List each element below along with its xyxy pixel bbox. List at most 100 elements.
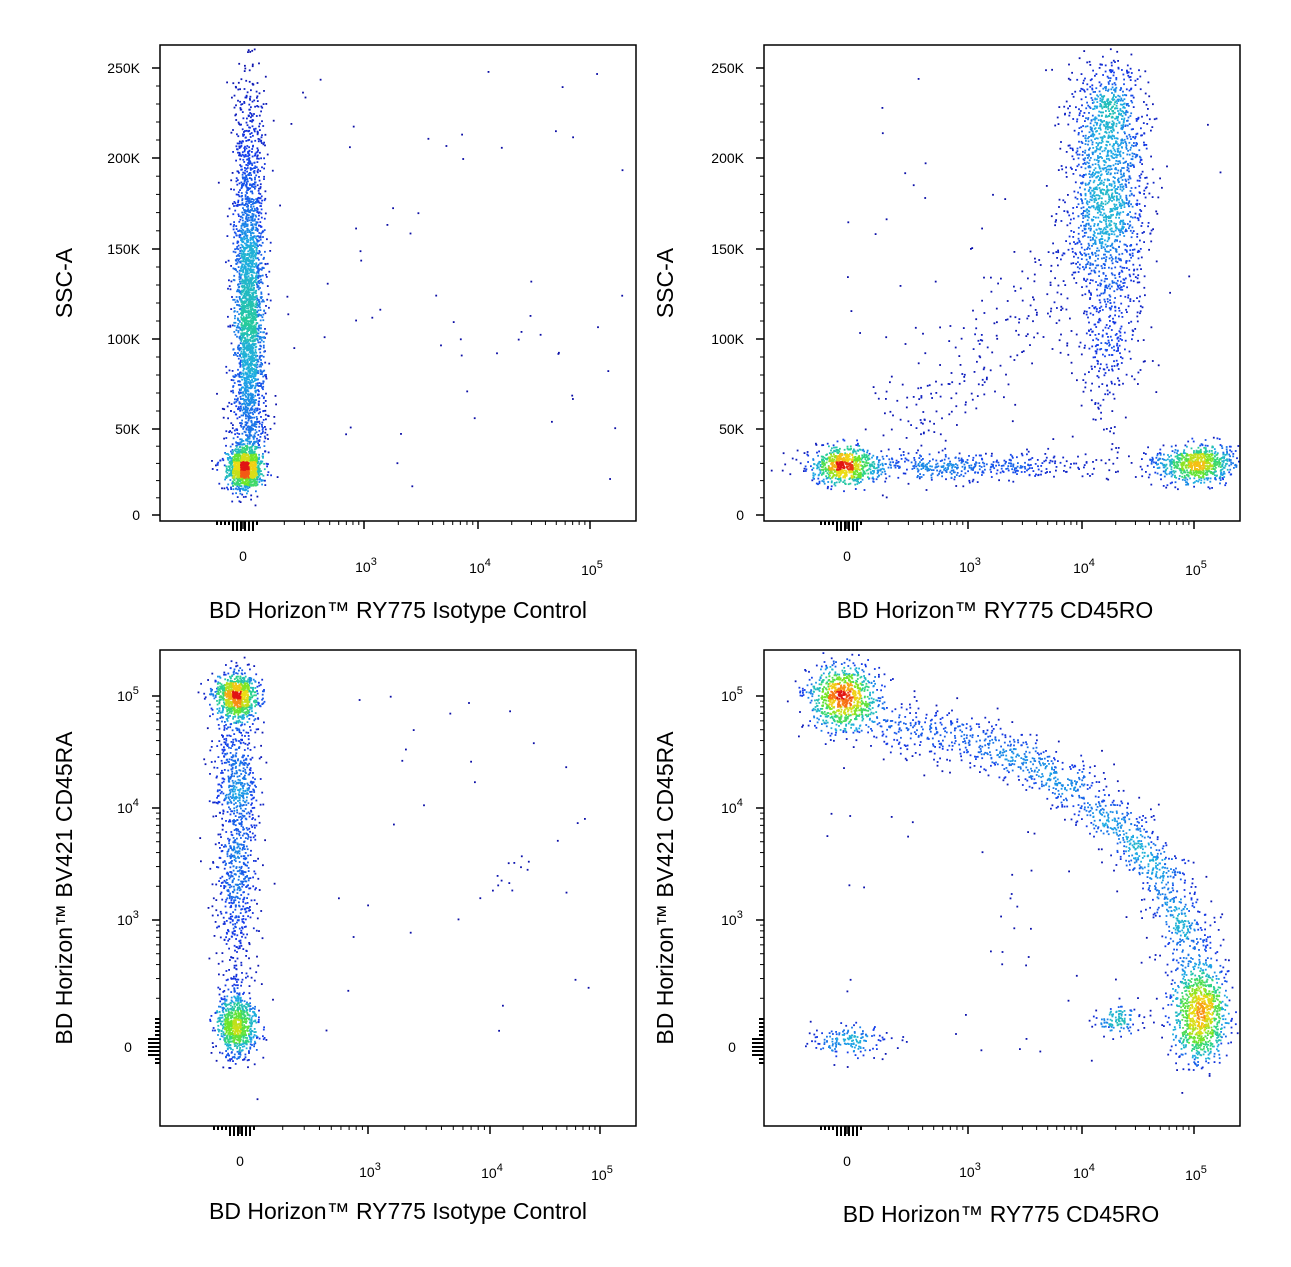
panel-1-event-1100 bbox=[242, 220, 244, 222]
panel-1-event-493 bbox=[234, 433, 236, 435]
panel-1-event-1587 bbox=[242, 394, 244, 396]
panel-2-event-293 bbox=[1058, 285, 1060, 287]
panel-2-event-804 bbox=[1136, 233, 1138, 235]
panel-2-event-807 bbox=[1092, 280, 1094, 282]
panel-2-event-595 bbox=[1130, 321, 1132, 323]
panel-1-event-904 bbox=[262, 267, 264, 269]
panel-2-event-924 bbox=[1121, 312, 1123, 314]
panel-1-event-2121 bbox=[253, 360, 255, 362]
panel-1-event-344 bbox=[257, 171, 259, 173]
panel-1-event-21 bbox=[453, 321, 455, 323]
panel-2-event-497 bbox=[1148, 477, 1150, 479]
panel-2-event-960 bbox=[1133, 195, 1135, 197]
panel-1-event-161 bbox=[259, 115, 261, 117]
panel-1-event-2105 bbox=[256, 359, 258, 361]
panel-2-event-496 bbox=[1145, 471, 1147, 473]
panel-1-event-56 bbox=[379, 309, 381, 311]
panel-2-event-633 bbox=[1141, 222, 1143, 224]
panel-1-event-2906 bbox=[252, 321, 254, 323]
panel-2-event-747 bbox=[1129, 300, 1131, 302]
panel-2-event-155 bbox=[1010, 316, 1012, 318]
panel-1-event-1136 bbox=[258, 366, 260, 368]
panel-1-event-2944 bbox=[263, 463, 265, 465]
panel-1-event-1401 bbox=[241, 225, 243, 227]
panel-1-event-488 bbox=[238, 221, 240, 223]
panel-1-event-3586 bbox=[235, 468, 237, 470]
panel-1-event-1406 bbox=[238, 313, 240, 315]
panel-1-event-621 bbox=[248, 161, 250, 163]
panel-2-event-169 bbox=[933, 431, 935, 433]
panel-1-event-905 bbox=[261, 269, 263, 271]
panel-2-event-105 bbox=[1137, 383, 1139, 385]
panel-1-event-357 bbox=[237, 143, 239, 145]
panel-1-event-826 bbox=[245, 196, 247, 198]
panel-1-event-186 bbox=[227, 326, 229, 328]
panel-1-event-1331 bbox=[255, 227, 257, 229]
panel-2-event-56 bbox=[1083, 50, 1085, 52]
panel-2-event-94 bbox=[975, 318, 977, 320]
panel-1-event-2440 bbox=[252, 295, 254, 297]
panel-1-event-87 bbox=[223, 417, 225, 419]
panel-2-event-219 bbox=[797, 450, 799, 452]
panel-1-event-287 bbox=[253, 113, 255, 115]
panel-1-event-822 bbox=[241, 195, 243, 197]
panel-1-event-616 bbox=[251, 163, 253, 165]
panel-1-event-823 bbox=[245, 194, 247, 196]
panel-1-event-1471 bbox=[235, 322, 237, 324]
panel-1-event-1645 bbox=[243, 440, 245, 442]
panel-2-event-927 bbox=[857, 443, 859, 445]
panel-2-event-428 bbox=[1062, 457, 1064, 459]
panel-1-event-2188 bbox=[248, 366, 250, 368]
panel-1-event-238 bbox=[266, 378, 268, 380]
panel-1-event-496 bbox=[259, 221, 261, 223]
panel-2-event-544 bbox=[1073, 463, 1075, 465]
panel-1-event-715 bbox=[243, 183, 245, 185]
panel-1-event-538 bbox=[247, 165, 249, 167]
panel-1-event-51 bbox=[360, 250, 362, 252]
panel-2-event-275 bbox=[1114, 398, 1116, 400]
panel-1-event-10 bbox=[355, 228, 357, 230]
panel-2-event-139 bbox=[1016, 354, 1018, 356]
panel-2-event-287 bbox=[917, 387, 919, 389]
panel-2-event-226 bbox=[1059, 199, 1061, 201]
panel-1-event-859 bbox=[258, 250, 260, 252]
panel-2-event-766 bbox=[1131, 72, 1133, 74]
panel-2-event-510 bbox=[1118, 380, 1120, 382]
panel-1-event-31 bbox=[614, 427, 616, 429]
panel-1-event-1667 bbox=[248, 387, 250, 389]
panel-2-event-665 bbox=[1125, 309, 1127, 311]
panel-2-event-681 bbox=[931, 479, 933, 481]
panel-1-event-1150 bbox=[258, 299, 260, 301]
panel-1-event-798 bbox=[252, 193, 254, 195]
panel-2-event-925 bbox=[1120, 303, 1122, 305]
panel-2-event-69 bbox=[1008, 384, 1010, 386]
panel-1-event-955 bbox=[233, 268, 235, 270]
panel-1-event-777 bbox=[237, 373, 239, 375]
panel-2-event-215 bbox=[804, 452, 806, 454]
panel-2-event-82 bbox=[1081, 405, 1083, 407]
panel-1-event-147 bbox=[230, 223, 232, 225]
panel-2-event-534 bbox=[1111, 383, 1113, 385]
panel-2-event-660 bbox=[1163, 485, 1165, 487]
panel-1-event-1015 bbox=[241, 420, 243, 422]
panel-1-event-2636 bbox=[257, 471, 259, 473]
panel-1-event-459 bbox=[259, 197, 261, 199]
panel-1-event-350 bbox=[238, 143, 240, 145]
panel-1-event-1890 bbox=[242, 360, 244, 362]
panel-1-event-69 bbox=[247, 51, 249, 53]
panel-2-event-202 bbox=[974, 371, 976, 373]
panel-1-event-2133 bbox=[250, 361, 252, 363]
panel-1-event-3036 bbox=[246, 445, 248, 447]
panel-1-event-1706 bbox=[244, 238, 246, 240]
panel-2-event-470 bbox=[1136, 316, 1138, 318]
panel-1-event-2754 bbox=[243, 311, 245, 313]
panel-2-event-700 bbox=[1096, 73, 1098, 75]
panel-2-event-580 bbox=[1143, 122, 1145, 124]
panel-2-event-636 bbox=[1148, 222, 1150, 224]
panel-1-event-2826 bbox=[254, 451, 256, 453]
panel-2-event-654 bbox=[1054, 462, 1056, 464]
panel-1-event-1623 bbox=[251, 385, 253, 387]
panel-2-event-646 bbox=[1135, 276, 1137, 278]
panel-1-event-1289 bbox=[240, 493, 242, 495]
